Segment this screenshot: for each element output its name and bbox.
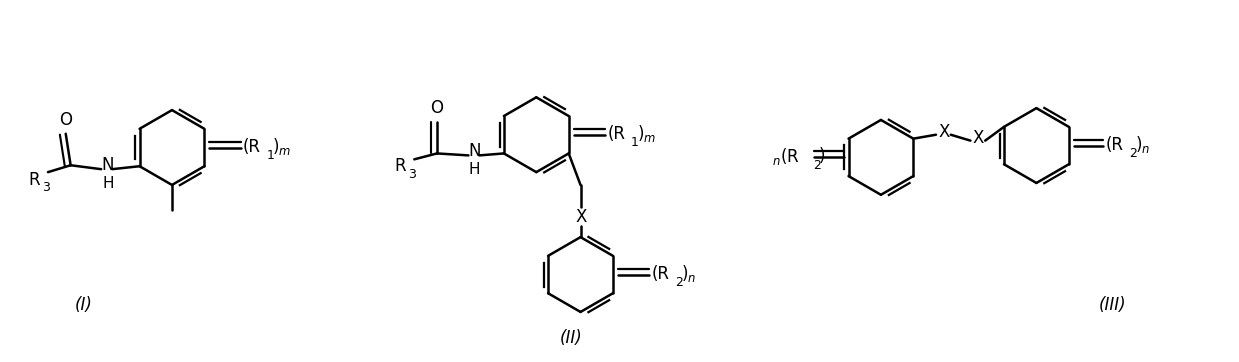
- Text: ): ): [819, 147, 825, 165]
- Text: (II): (II): [559, 329, 582, 346]
- Text: 2: 2: [1129, 147, 1137, 160]
- Text: )$_m$: )$_m$: [273, 136, 291, 157]
- Text: 1: 1: [631, 136, 638, 149]
- Text: 2: 2: [813, 159, 821, 172]
- Text: X: X: [973, 129, 984, 147]
- Text: N: N: [102, 156, 114, 174]
- Text: (R: (R: [607, 125, 626, 143]
- Text: O: O: [430, 99, 444, 117]
- Text: (R: (R: [243, 138, 261, 156]
- Text: 3: 3: [42, 181, 50, 194]
- Text: R: R: [28, 171, 40, 189]
- Text: X: X: [576, 209, 587, 227]
- Text: 2: 2: [675, 276, 683, 289]
- Text: H: H: [103, 176, 114, 191]
- Text: 3: 3: [409, 168, 416, 181]
- Text: (R: (R: [1105, 135, 1124, 153]
- Text: R: R: [395, 157, 406, 175]
- Text: N: N: [468, 143, 481, 160]
- Text: (I): (I): [74, 296, 92, 314]
- Text: (R: (R: [652, 265, 669, 283]
- Text: X: X: [938, 123, 949, 141]
- Text: )$_n$: )$_n$: [1135, 134, 1150, 155]
- Text: )$_n$: )$_n$: [681, 263, 696, 284]
- Text: (III): (III): [1099, 296, 1126, 314]
- Text: $_n$(R: $_n$(R: [772, 146, 799, 167]
- Text: O: O: [59, 111, 72, 129]
- Text: H: H: [468, 162, 479, 177]
- Text: 1: 1: [266, 149, 274, 162]
- Text: )$_m$: )$_m$: [637, 123, 655, 144]
